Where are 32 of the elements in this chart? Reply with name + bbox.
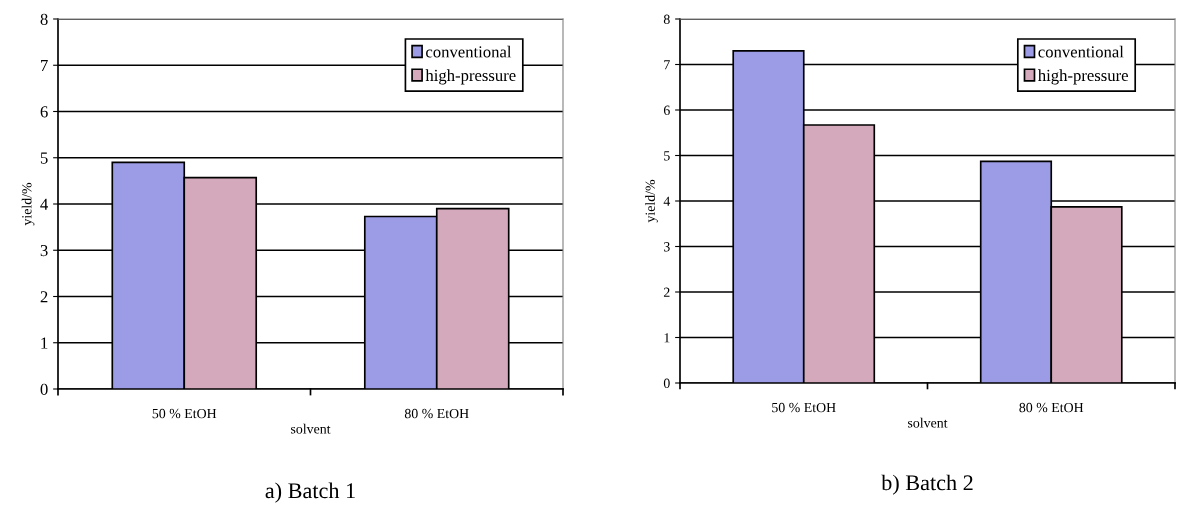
- x-axis-title: solvent: [908, 417, 948, 428]
- y-tick-label: 6: [40, 106, 48, 118]
- y-tick-label: 7: [664, 60, 670, 70]
- y-tick-label: 5: [664, 151, 670, 161]
- legend-label: conventional: [426, 45, 512, 58]
- y-tick-label: 3: [40, 245, 48, 257]
- y-tick-label: 8: [663, 14, 670, 24]
- y-tick-label: 7: [41, 60, 48, 72]
- y-tick-label: 0: [40, 383, 48, 395]
- y-tick-label: 0: [663, 378, 670, 388]
- legend-label: high-pressure: [1037, 69, 1128, 85]
- legend-label: conventional: [1038, 45, 1124, 58]
- y-tick-label: 1: [664, 333, 670, 343]
- x-tick-label: 50 % EtOH: [152, 408, 217, 419]
- y-axis-title: yield/%: [21, 182, 35, 226]
- y-tick-label: 8: [40, 13, 48, 25]
- y-axis-title: yield/%: [645, 179, 658, 223]
- y-tick-label: 3: [664, 242, 670, 252]
- y-tick-label: 2: [40, 291, 48, 303]
- y-tick-label: 2: [663, 287, 670, 297]
- x-tick-label: 80 % EtOH: [404, 408, 469, 419]
- y-tick-label: 5: [40, 152, 48, 164]
- y-tick-label: 1: [41, 337, 48, 349]
- y-tick-label: 4: [40, 198, 49, 210]
- y-tick-label: 4: [663, 196, 671, 206]
- x-axis-title: solvent: [291, 423, 331, 434]
- y-tick-label: 6: [663, 105, 670, 115]
- text: b) Batch 2: [881, 474, 973, 495]
- x-tick-label: 50 % EtOH: [772, 402, 836, 413]
- text: a) Batch 1: [265, 482, 355, 503]
- x-tick-label: 80 % EtOH: [1019, 402, 1084, 413]
- legend-label: high-pressure: [425, 69, 516, 85]
